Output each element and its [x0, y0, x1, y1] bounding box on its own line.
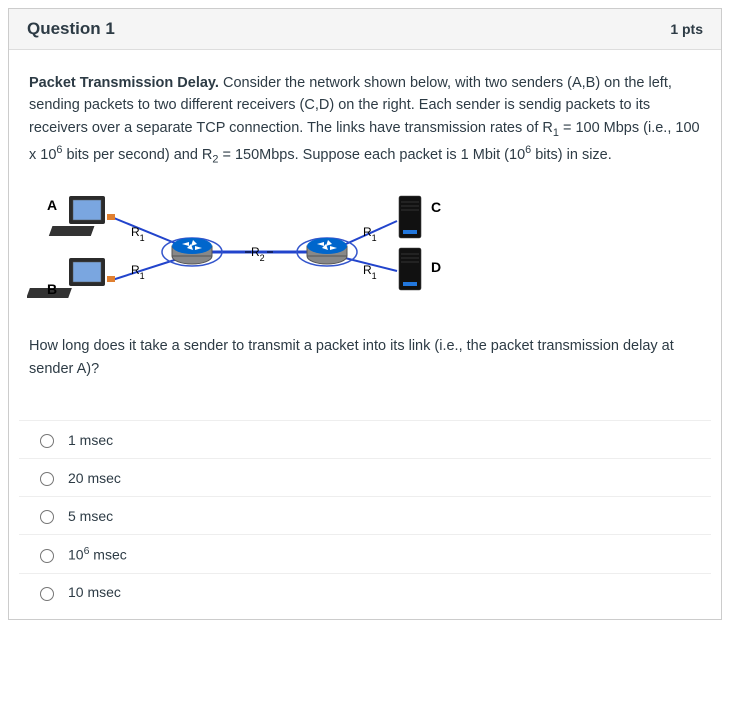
label-r1-bottom: R1 [131, 263, 145, 281]
lead-bold: Packet Transmission Delay. [29, 75, 219, 91]
option-radio[interactable] [40, 549, 54, 563]
option-row[interactable]: 20 msec [19, 458, 711, 496]
option-radio[interactable] [40, 434, 54, 448]
para-3: bits per second) and R [62, 147, 212, 163]
computer-b-icon [27, 258, 115, 298]
para-4: = 150Mbps. Suppose each packet is 1 Mbit… [218, 147, 525, 163]
router-left-icon [172, 238, 212, 264]
option-label: 10 msec [68, 584, 121, 600]
question-container: Question 1 1 pts Packet Transmission Del… [8, 8, 722, 620]
label-c: C [431, 199, 441, 215]
label-r2: R2 [251, 245, 265, 263]
diagram-svg: A B C [27, 186, 487, 316]
network-diagram: A B C [9, 168, 721, 329]
option-label: 1 msec [68, 432, 113, 448]
label-r1-top: R1 [131, 225, 145, 243]
option-radio[interactable] [40, 472, 54, 486]
option-row[interactable]: 106 msec [19, 534, 711, 573]
router-right-icon [307, 238, 347, 264]
question-header: Question 1 1 pts [9, 9, 721, 50]
option-row[interactable]: 1 msec [19, 420, 711, 458]
question-title: Question 1 [27, 19, 115, 39]
option-radio[interactable] [40, 510, 54, 524]
option-row[interactable]: 10 msec [19, 573, 711, 611]
question-points: 1 pts [670, 21, 703, 37]
answer-options: 1 msec 20 msec 5 msec 106 msec 10 msec [9, 390, 721, 619]
option-label: 20 msec [68, 470, 121, 486]
label-d: D [431, 259, 441, 275]
label-r1-right-top: R1 [363, 225, 377, 243]
para-5: bits) in size. [531, 147, 612, 163]
label-b: B [47, 281, 57, 297]
computer-a-icon [49, 196, 115, 236]
followup-question: How long does it take a sender to transm… [9, 329, 721, 390]
option-label: 5 msec [68, 508, 113, 524]
option-row[interactable]: 5 msec [19, 496, 711, 534]
question-text: Packet Transmission Delay. Consider the … [9, 50, 721, 168]
server-d-icon [399, 248, 421, 290]
option-radio[interactable] [40, 587, 54, 601]
label-a: A [47, 197, 57, 213]
option-label: 106 msec [68, 545, 127, 563]
server-c-icon [399, 196, 421, 238]
